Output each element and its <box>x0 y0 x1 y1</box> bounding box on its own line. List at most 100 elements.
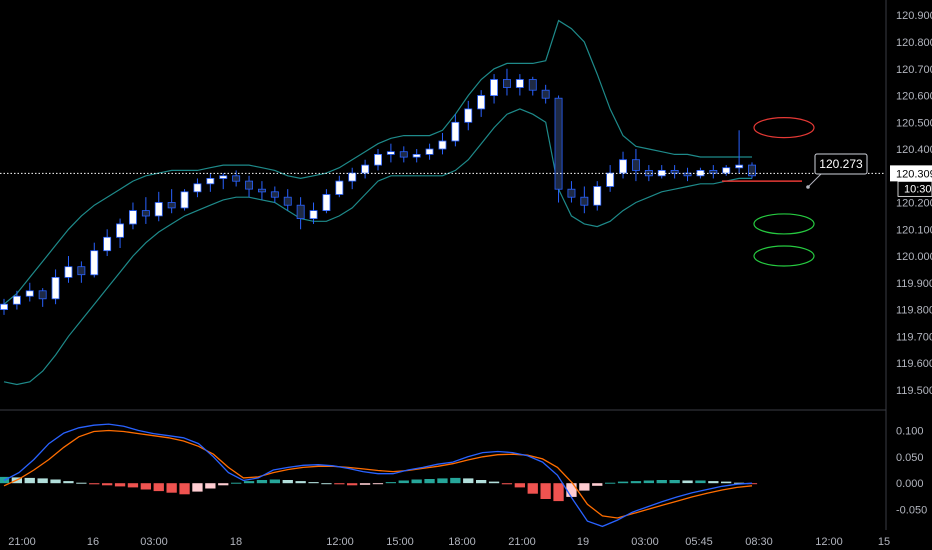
candle-body <box>193 183 202 193</box>
macd-axis[interactable]: 0.100 0.050 0.000 -0.050 <box>896 425 927 516</box>
candle-body <box>270 191 279 198</box>
candle-body <box>25 290 34 297</box>
macd-tick-label: 0.100 <box>896 425 924 437</box>
candle-body <box>245 180 253 190</box>
price-tick-label: 120.800 <box>896 37 932 49</box>
macd-histogram-bar <box>514 483 525 488</box>
macd-histogram-bar <box>617 481 629 484</box>
price-tick-label: 120.000 <box>896 251 932 263</box>
macd-histogram-bar <box>450 477 461 484</box>
callout-pointer <box>807 172 823 188</box>
candle-body <box>64 266 73 278</box>
candle-body <box>154 202 163 217</box>
macd-histogram-bar <box>592 483 603 486</box>
time-tick-label: 18 <box>230 536 242 548</box>
callout-value: 120.273 <box>819 157 863 171</box>
candle-body <box>257 188 266 193</box>
candle-body <box>399 151 408 158</box>
macd-histogram-bar <box>579 483 590 491</box>
macd-main-line <box>3 423 753 528</box>
price-tick-label: 119.800 <box>896 305 932 317</box>
macd-histogram-bar <box>166 483 177 493</box>
candle-body <box>386 151 395 155</box>
macd-histogram-bar <box>527 483 538 494</box>
price-tick-label: 120.900 <box>896 10 932 22</box>
price-tick-label: 119.700 <box>896 331 932 343</box>
macd-histogram-bar <box>24 477 35 484</box>
price-tick-label: 120.100 <box>896 224 932 236</box>
time-tick-label: 15 <box>878 536 890 548</box>
red-target-ellipse <box>753 117 815 139</box>
macd-tick-label: 0.050 <box>896 452 924 464</box>
macd-histogram-bar <box>231 482 242 484</box>
macd-histogram-bar <box>643 480 654 484</box>
price-axis[interactable]: 120.900 120.800 120.700 120.600 120.500 120.4… <box>890 10 932 397</box>
price-tick-label: 119.600 <box>896 358 932 370</box>
macd-histogram-bar <box>656 480 667 484</box>
macd-histogram-bar <box>347 483 358 486</box>
candle-body <box>77 266 86 276</box>
time-tick-label: 03:00 <box>140 536 168 548</box>
macd-histogram-bar <box>540 483 551 499</box>
candle-body <box>567 188 576 198</box>
macd-histogram-bar <box>256 480 268 484</box>
callout-anchor <box>806 185 810 189</box>
macd-histogram-bar <box>63 481 74 484</box>
macd-histogram-bar <box>398 480 409 484</box>
candle-body <box>593 186 602 206</box>
macd-histogram-bar <box>140 483 151 490</box>
candle-body <box>515 79 524 88</box>
time-tick-label: 08:30 <box>745 536 773 548</box>
price-tick-label: 120.600 <box>896 91 932 103</box>
macd-pane[interactable] <box>0 423 758 528</box>
candle-body <box>322 194 331 212</box>
macd-histogram-bar <box>218 483 229 486</box>
macd-histogram-bar <box>553 483 564 502</box>
time-tick-label: 05:45 <box>685 536 713 548</box>
price-tick-label: 120.500 <box>896 117 932 129</box>
price-tick-label: 119.900 <box>896 278 932 290</box>
macd-histogram-bar <box>127 483 139 488</box>
time-tick-label: 21:00 <box>508 536 536 548</box>
candle-body <box>296 204 305 219</box>
current-price-value: 120.309 <box>896 168 932 180</box>
price-pane[interactable] <box>0 19 886 386</box>
macd-histogram-bar <box>372 483 384 485</box>
candle-body <box>735 164 744 169</box>
candle-body <box>748 164 756 177</box>
candle-body <box>670 169 679 174</box>
candle-body <box>502 79 511 88</box>
time-tick-label: 15:00 <box>386 536 414 548</box>
macd-histogram-bar <box>411 479 422 484</box>
bollinger-upper-line <box>3 19 752 305</box>
time-axis[interactable]: 21:00 16 03:00 18 12:00 15:00 18:00 21:00 19 03:0… <box>8 536 890 548</box>
candle-body <box>477 95 486 110</box>
green-target-ellipse <box>753 245 815 267</box>
candle-body <box>128 210 137 225</box>
candle-body <box>90 250 99 276</box>
macd-histogram-bar <box>385 482 396 484</box>
macd-histogram-bar <box>733 482 745 484</box>
macd-histogram-bar <box>321 483 332 485</box>
macd-histogram-bar <box>669 480 680 484</box>
candle-body <box>12 295 21 305</box>
macd-histogram-bar <box>295 481 306 484</box>
time-tick-label: 12:00 <box>815 536 843 548</box>
candle-body <box>528 79 537 91</box>
candle-body <box>232 175 241 182</box>
candle-body <box>103 236 112 252</box>
macd-histogram-bar <box>630 481 642 484</box>
macd-histogram-bar <box>37 478 48 484</box>
candle-body <box>541 89 550 99</box>
bollinger-lower-line <box>3 108 752 386</box>
candle-body <box>167 202 176 209</box>
macd-histogram-bar <box>114 483 126 487</box>
macd-histogram-bar <box>424 479 435 484</box>
countdown-value: 10:30 <box>904 183 932 195</box>
macd-histogram-bar <box>682 480 693 484</box>
candle-body <box>412 153 421 158</box>
candle-body <box>606 172 615 187</box>
macd-histogram-bar <box>501 483 513 485</box>
